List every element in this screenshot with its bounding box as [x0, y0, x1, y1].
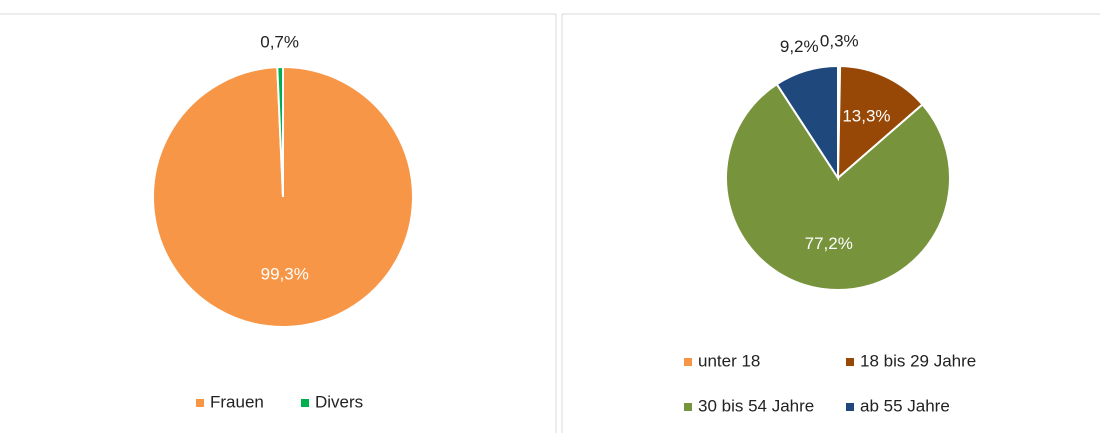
legend-label: ab 55 Jahre	[860, 396, 950, 415]
pie-slice	[276, 65, 284, 198]
data-label: 0,7%	[260, 33, 299, 52]
legend-label: Divers	[315, 392, 363, 411]
legend-label: Frauen	[210, 392, 264, 411]
data-label: 9,2%	[780, 37, 819, 56]
pie-slice	[775, 64, 839, 182]
legend-swatch	[684, 403, 692, 411]
legend-swatch	[846, 403, 854, 411]
data-label: 99,3%	[261, 264, 309, 283]
legend-swatch	[301, 399, 309, 407]
data-label: 0,3%	[820, 31, 859, 50]
legend-label: unter 18	[698, 351, 760, 370]
legend-swatch	[846, 358, 854, 366]
pie-slice	[725, 82, 951, 291]
legend-swatch	[684, 358, 692, 366]
legend-label: 18 bis 29 Jahre	[860, 351, 976, 370]
data-label: 77,2%	[805, 234, 853, 253]
data-label: 13,3%	[842, 107, 890, 126]
legend-swatch	[196, 399, 204, 407]
legend-label: 30 bis 54 Jahre	[698, 396, 814, 415]
pie-slice	[836, 65, 924, 181]
